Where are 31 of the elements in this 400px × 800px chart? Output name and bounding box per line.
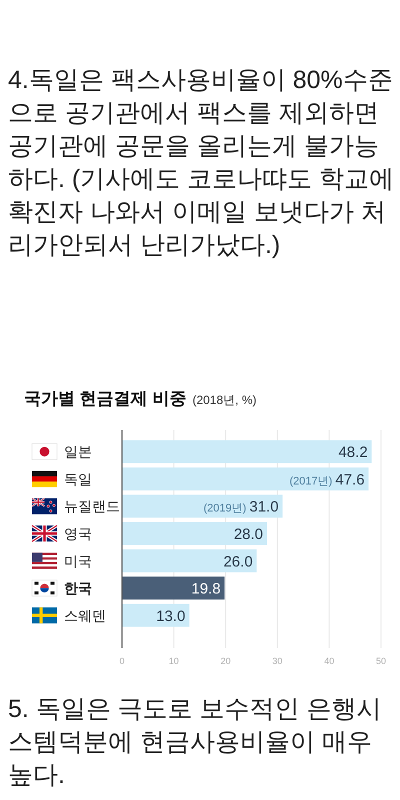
chart-subtitle: (2018년, %) <box>192 393 256 407</box>
data-label: 48.2 <box>338 444 368 462</box>
x-tick-label: 30 <box>272 656 282 666</box>
bar <box>122 467 369 490</box>
data-label: 28.0 <box>234 526 264 543</box>
data-label: (2019년) 31.0 <box>204 498 279 516</box>
y-tick-label: 독일 <box>64 470 92 487</box>
data-label: 19.8 <box>191 580 221 598</box>
bar <box>122 576 225 600</box>
text: 5. 독일은 극도로 보수적인 은행시스템덕분에 현금사용비율이 매우 높다. <box>8 694 383 791</box>
data-label: 26.0 <box>223 553 253 570</box>
x-tick-label: 0 <box>119 656 125 666</box>
x-tick-label: 50 <box>376 656 386 666</box>
bar <box>122 494 283 518</box>
y-tick-label: 영국 <box>64 526 92 542</box>
bar <box>122 604 190 627</box>
data-label: 13.0 <box>156 608 186 625</box>
y-tick-label: 미국 <box>64 552 92 569</box>
y-tick-label: 일본 <box>64 444 92 460</box>
data-label: (2017년) 47.6 <box>290 471 365 488</box>
x-tick-label: 40 <box>324 656 334 666</box>
bar <box>122 549 257 572</box>
chart-title: 국가별 현금결제 비중 <box>24 389 186 408</box>
bar <box>122 440 372 464</box>
text: 4.독일은 팩스사용비율이 80%수준으로 공기관에서 팩스를 제외하면 공기관에 공문을 올리는게 불가능하다. (기사에도 코로나땨도 학교에 확진자 나와서 이메일 보냇다가 처리가안되서 난리가났다.) <box>8 65 396 261</box>
x-tick-label: 10 <box>168 656 179 666</box>
y-tick-label: 뉴질랜드 <box>64 498 120 514</box>
y-tick-label: 스웨덴 <box>64 607 106 624</box>
bar <box>122 522 268 545</box>
x-tick-label: 20 <box>220 656 231 666</box>
y-tick-label: 한국 <box>64 580 92 596</box>
